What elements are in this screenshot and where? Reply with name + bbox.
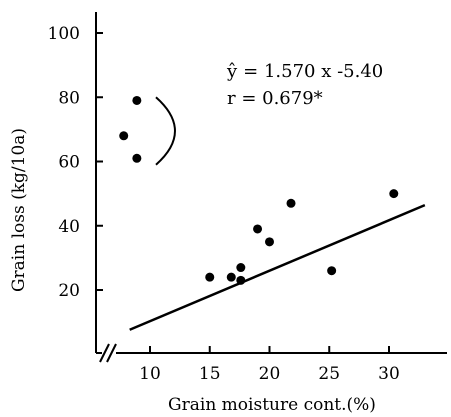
y-tick-label: 80 [58, 88, 80, 108]
data-point [286, 198, 296, 208]
axis-break-slash-1 [99, 343, 110, 363]
y-tick-label: 40 [58, 217, 80, 237]
x-tick-label: 20 [259, 364, 281, 384]
data-point [327, 266, 337, 276]
x-tick-label: 25 [318, 364, 340, 384]
data-point [132, 95, 142, 105]
data-point [389, 189, 399, 199]
x-ticks: 10 15 20 25 30 [139, 346, 400, 384]
x-axis-break-mark [99, 343, 117, 363]
y-ticks: 20 40 60 80 100 [48, 24, 103, 301]
data-point [226, 272, 236, 282]
axis-break-slash-2 [106, 343, 117, 363]
x-tick-label: 15 [199, 364, 221, 384]
data-point [236, 263, 246, 273]
x-tick-label: 30 [378, 364, 400, 384]
equation-lhs: ŷ [226, 61, 238, 82]
data-point [265, 237, 274, 247]
regression-line [129, 204, 426, 331]
y-tick-label: 20 [58, 281, 80, 301]
equation-text: ŷ = 1.570 x -5.40 [226, 61, 383, 82]
outlier-bracket [155, 96, 176, 166]
x-tick-label: 10 [139, 364, 161, 384]
x-axis-label: Grain moisture cont.(%) [168, 395, 376, 415]
y-tick-label: 100 [48, 24, 80, 44]
correlation-text: r = 0.679* [227, 88, 323, 109]
data-point [205, 272, 215, 282]
data-point [132, 153, 142, 163]
data-point [253, 224, 263, 234]
data-points [119, 95, 399, 285]
data-point [119, 131, 129, 141]
equation-rhs: = 1.570 x -5.40 [243, 61, 383, 82]
axes [95, 12, 447, 363]
y-tick-label: 60 [58, 153, 80, 173]
y-axis-label: Grain loss (kg/10a) [9, 128, 29, 292]
